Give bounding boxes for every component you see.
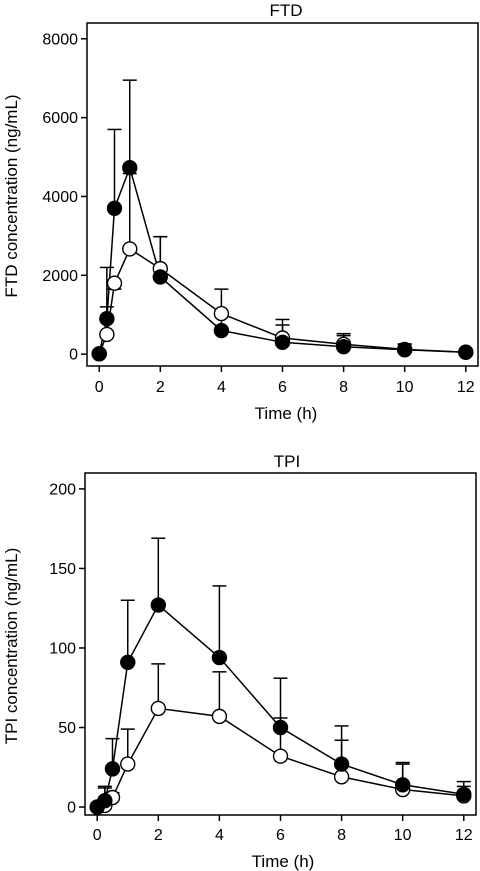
- y-axis-ticks: 0 50 100 150 200: [49, 481, 85, 817]
- y-axis-ticks: 0 2000 4000 6000 8000: [42, 31, 87, 364]
- filled-data-point: [394, 777, 411, 793]
- y-tick-label: 0: [69, 347, 78, 364]
- x-tick-label: 0: [95, 379, 104, 396]
- filled-data-point: [333, 756, 350, 772]
- filled-data-point: [213, 322, 230, 339]
- x-tick-label: 2: [156, 379, 165, 396]
- open-data-point: [150, 700, 167, 717]
- filled-data-point: [456, 786, 472, 803]
- open-data-point: [99, 326, 115, 343]
- open-data-point: [333, 769, 350, 785]
- open-data-point: [122, 241, 138, 257]
- x-axis-ticks: 0 2 4 6 8 10 12: [93, 815, 473, 844]
- filled-data-point: [91, 346, 107, 362]
- chart-title: TPI: [274, 452, 300, 471]
- filled-data-point: [272, 719, 289, 736]
- y-tick-label: 200: [49, 481, 76, 498]
- x-axis-label: Time (h): [255, 404, 318, 423]
- y-tick-label: 0: [67, 800, 76, 817]
- y-axis-label: FTD concentration (ng/mL): [2, 94, 21, 297]
- filled-data-point: [104, 761, 121, 777]
- filled-data-point: [335, 338, 352, 355]
- x-axis-label: Time (h): [252, 852, 315, 871]
- filled-data-point: [211, 649, 228, 666]
- series-line: [98, 247, 466, 355]
- x-tick-label: 8: [337, 827, 346, 844]
- filled-data-point: [122, 159, 138, 176]
- x-tick-label: 10: [394, 827, 412, 844]
- filled-data-point: [106, 200, 123, 216]
- plot-frame: [86, 22, 479, 367]
- open-data-point: [272, 748, 289, 764]
- open-data-point: [213, 305, 230, 322]
- tpi-panel: TPI 0 50 100 150 200 0 2 4 6 8 10 12 Time (h) TPI …: [2, 452, 477, 871]
- filled-data-point: [274, 334, 291, 351]
- chart-title: FTD: [269, 1, 302, 20]
- series-layer: [89, 537, 472, 815]
- x-tick-label: 6: [278, 379, 287, 396]
- filled-data-point: [396, 342, 413, 358]
- x-tick-label: 8: [339, 379, 348, 396]
- filled-data-point: [150, 597, 167, 613]
- x-tick-label: 4: [217, 379, 226, 396]
- x-tick-label: 10: [396, 379, 414, 396]
- y-tick-label: 4000: [42, 189, 78, 206]
- y-tick-label: 50: [58, 720, 76, 737]
- y-tick-label: 2000: [42, 268, 78, 285]
- x-tick-label: 6: [276, 827, 285, 844]
- y-tick-label: 100: [49, 640, 76, 657]
- x-tick-label: 4: [215, 827, 224, 844]
- series-layer: [91, 79, 474, 362]
- ftd-panel: FTD 0 2000 4000 6000 8000 0 2 4 6 8 10 12 Time (h)…: [2, 1, 479, 423]
- y-tick-label: 150: [49, 561, 76, 578]
- filled-data-point: [152, 269, 169, 285]
- filled-data-point: [458, 344, 474, 360]
- y-tick-label: 6000: [42, 110, 78, 127]
- series-line: [98, 165, 466, 354]
- filled-data-point: [120, 654, 136, 670]
- filled-data-point: [97, 792, 113, 809]
- y-axis-label: TPI concentration (ng/mL): [2, 548, 21, 745]
- open-data-point: [120, 756, 136, 772]
- series-line: [96, 603, 464, 808]
- x-tick-label: 2: [154, 827, 163, 844]
- open-data-point: [106, 275, 123, 291]
- y-tick-label: 8000: [42, 31, 78, 48]
- x-tick-label: 12: [455, 827, 473, 844]
- x-axis-ticks: 0 2 4 6 8 10 12: [95, 366, 475, 396]
- open-data-point: [211, 708, 228, 725]
- x-tick-label: 12: [457, 379, 475, 396]
- x-tick-label: 0: [93, 827, 102, 844]
- filled-data-point: [99, 310, 115, 327]
